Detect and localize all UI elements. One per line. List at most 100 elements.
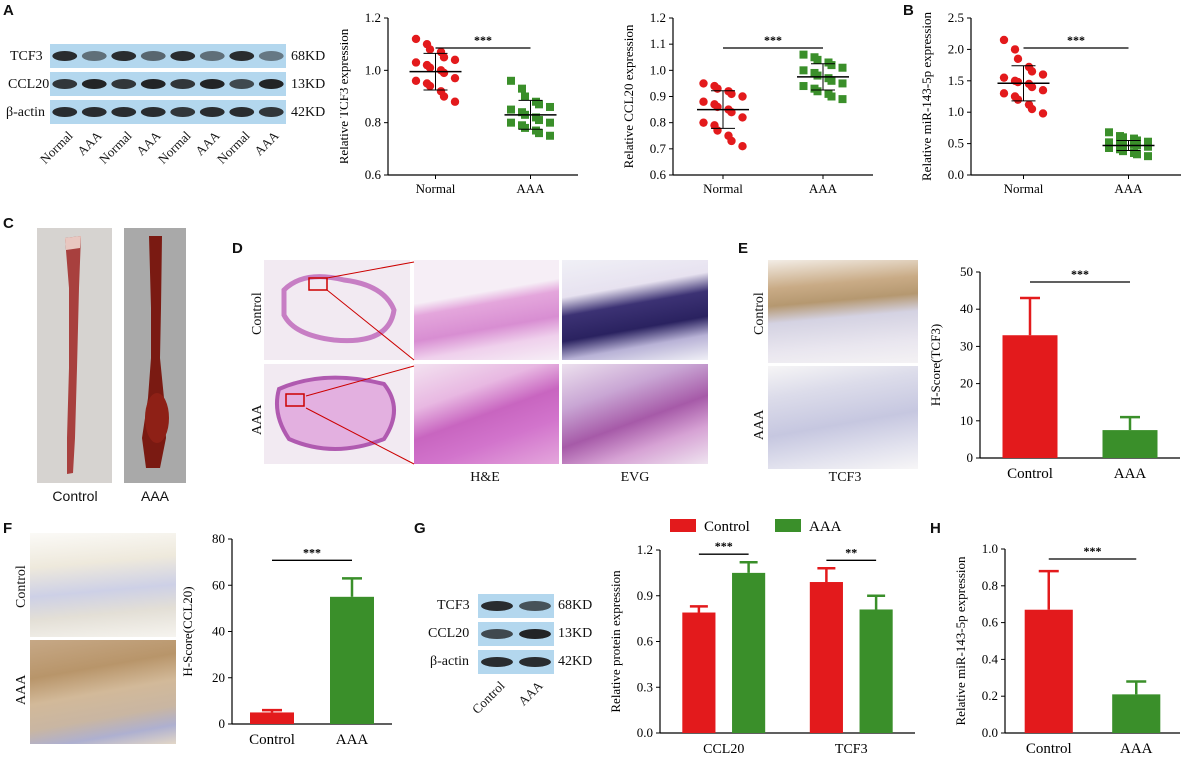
data-point — [1105, 128, 1113, 137]
x-tick-label: Control — [1007, 466, 1053, 482]
bar — [859, 609, 893, 733]
data-point — [507, 118, 515, 127]
y-axis-label: Relative protein expression — [608, 570, 623, 713]
data-point — [411, 58, 421, 67]
ihc-e-row-aaa: AAA — [752, 409, 767, 440]
y-tick-label: 1.0 — [650, 62, 666, 77]
y-tick-label: 0.6 — [982, 615, 999, 630]
blot-band — [52, 51, 78, 61]
data-point — [546, 118, 554, 127]
data-point — [1119, 147, 1127, 156]
y-tick-label: 0.8 — [365, 115, 381, 130]
data-point — [450, 55, 460, 65]
x-tick-label: Control — [1026, 741, 1072, 757]
blot-band — [229, 107, 255, 117]
y-tick-label: 0.9 — [650, 89, 666, 104]
ihc-e-aaa — [768, 366, 918, 469]
legend-label: AAA — [809, 519, 842, 535]
y-tick-label: 0.6 — [365, 167, 382, 182]
data-point — [838, 95, 847, 104]
bar — [732, 572, 766, 733]
hist-caption-evg: EVG — [620, 470, 650, 485]
x-tick-label: Normal — [416, 181, 456, 196]
data-point — [838, 63, 847, 72]
blot-band — [111, 107, 137, 117]
significance-label: *** — [1071, 267, 1089, 281]
data-point — [546, 131, 554, 140]
data-point — [1027, 67, 1037, 76]
blot-a-image — [50, 44, 286, 124]
x-tick-label: AAA — [809, 181, 838, 196]
y-tick-label: 1.2 — [650, 10, 666, 25]
chart-mir-b-scatter: 0.0 0.5 1.0 1.5 2.0 2.5 Relative miR-143-5p ex… — [919, 10, 1181, 196]
ihc-f-row-aaa: AAA — [14, 674, 29, 705]
bar — [330, 596, 374, 724]
blot-band — [111, 79, 137, 89]
y-tick-label: 0 — [219, 716, 226, 731]
data-point — [713, 84, 722, 93]
blot-band — [140, 51, 166, 61]
data-point — [799, 82, 808, 91]
data-point — [1013, 77, 1023, 87]
x-tick-label: Normal — [1004, 181, 1044, 196]
data-point — [838, 79, 847, 88]
data-point — [1027, 104, 1037, 114]
chart-tcf3-scatter: 0.6 0.8 1.0 1.2 Relative TCF3 expression Norm… — [340, 10, 578, 196]
data-point — [521, 92, 529, 101]
data-point — [411, 76, 421, 86]
blot-band — [81, 51, 107, 61]
blot-band — [229, 79, 255, 89]
blot-band — [81, 79, 107, 89]
y-tick-label: 1.0 — [365, 62, 381, 77]
blot-band — [199, 79, 225, 89]
legend-swatch — [775, 519, 801, 532]
blot-g-size-ccl20: 13KD — [558, 626, 593, 641]
blot-a-size-ccl20: 13KD — [291, 77, 326, 92]
blot-g-row-actin: β-actin — [430, 654, 469, 669]
y-tick-label: 10 — [960, 413, 973, 428]
blot-band — [199, 107, 225, 117]
blot-g-image — [478, 594, 554, 674]
ihc-f-aaa — [30, 640, 176, 744]
y-axis-label: Relative TCF3 expression — [340, 28, 351, 164]
x-tick-label: Normal — [703, 181, 743, 196]
data-point — [713, 126, 722, 135]
blot-band — [111, 51, 137, 61]
blot-band — [519, 657, 551, 667]
data-point — [699, 118, 708, 127]
data-point — [727, 136, 736, 146]
blot-band — [170, 107, 196, 117]
y-tick-label: 0.0 — [982, 725, 998, 740]
blot-band — [481, 601, 513, 611]
significance-label: *** — [303, 545, 321, 559]
western-blot-g — [478, 594, 554, 674]
data-point — [999, 35, 1009, 45]
bar — [1024, 609, 1073, 733]
blot-a-row-ccl20: CCL20 — [8, 77, 50, 92]
x-tick-label: CCL20 — [703, 742, 744, 757]
y-tick-label: 0.0 — [948, 167, 964, 182]
data-point — [738, 113, 747, 122]
x-tick-label: AAA — [336, 732, 369, 748]
data-point — [999, 73, 1009, 82]
data-point — [546, 102, 554, 111]
data-point — [813, 55, 822, 64]
data-point — [1119, 133, 1127, 142]
significance-label: *** — [1067, 33, 1085, 47]
blot-band — [140, 107, 166, 117]
data-point — [1105, 143, 1113, 152]
y-tick-label: 0.2 — [982, 688, 998, 703]
y-tick-label: 0.0 — [637, 725, 653, 740]
hist-control-he — [414, 260, 559, 360]
x-tick-label: AAA — [1120, 741, 1153, 757]
blot-a-row-tcf3: TCF3 — [10, 49, 43, 64]
blot-band — [258, 51, 284, 61]
data-point — [813, 71, 822, 80]
bar — [1112, 694, 1161, 733]
blot-band — [481, 629, 513, 639]
data-point — [1105, 138, 1113, 147]
legend-label: Control — [704, 519, 750, 535]
blot-band — [81, 107, 107, 117]
bar — [1002, 335, 1058, 458]
data-point — [827, 92, 836, 101]
